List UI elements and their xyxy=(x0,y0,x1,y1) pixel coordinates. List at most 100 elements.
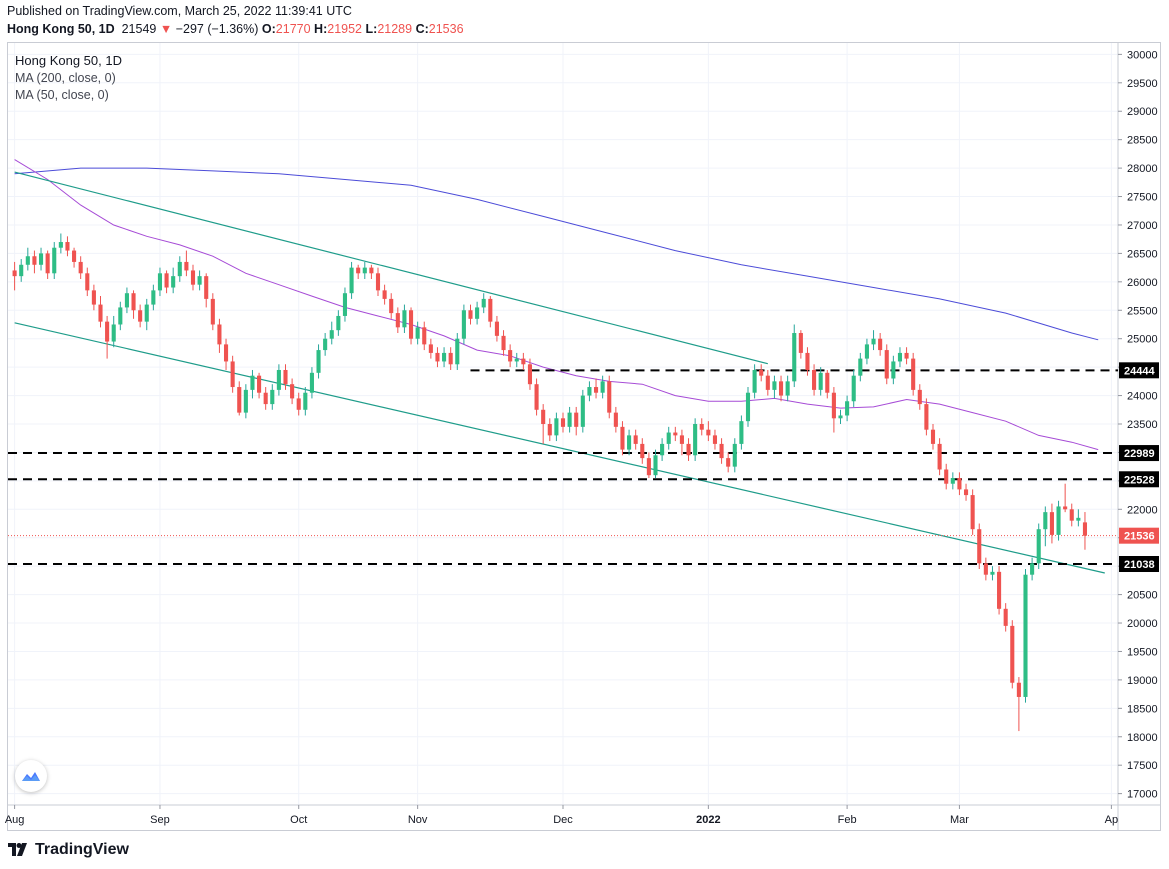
candle-body xyxy=(580,395,585,427)
candle xyxy=(151,284,156,311)
candle xyxy=(977,523,982,570)
candle-body xyxy=(58,242,63,248)
candle-body xyxy=(950,478,955,484)
legend-ma50: MA (50, close, 0) xyxy=(15,88,109,102)
change-down-icon: ▼ xyxy=(159,22,173,36)
candle-body xyxy=(970,495,975,530)
candle-body xyxy=(640,443,645,459)
candle-body xyxy=(151,290,156,305)
x-tick-label: Ap xyxy=(1105,814,1118,826)
x-tick-label: Oct xyxy=(290,814,307,826)
candle xyxy=(1036,523,1041,570)
candle-body xyxy=(547,424,552,436)
candle xyxy=(673,426,678,442)
published-line: Published on TradingView.com, March 25, … xyxy=(7,4,352,18)
candle xyxy=(514,352,519,368)
candle xyxy=(752,364,757,399)
candle-body xyxy=(904,352,909,359)
price-label: 24444 xyxy=(1119,362,1159,379)
candle xyxy=(607,375,612,419)
candle-body xyxy=(435,352,440,362)
candle xyxy=(904,347,909,365)
candle-body xyxy=(316,350,321,373)
candle xyxy=(739,415,744,450)
candle-body xyxy=(369,267,374,274)
candle xyxy=(111,315,116,348)
candle xyxy=(290,378,295,405)
candle xyxy=(144,298,149,331)
candle-body xyxy=(924,404,929,430)
candle xyxy=(805,347,810,376)
candle-body xyxy=(375,273,381,291)
candle xyxy=(930,424,936,450)
candle xyxy=(72,247,77,268)
candle-body xyxy=(607,381,612,413)
candle xyxy=(851,369,856,407)
candle-body xyxy=(356,267,361,274)
candle-body xyxy=(534,384,539,410)
candle xyxy=(983,557,988,581)
candle xyxy=(679,429,684,456)
candle-body xyxy=(765,375,770,390)
y-tick-label: 23500 xyxy=(1127,419,1158,431)
y-tick-label: 28000 xyxy=(1127,163,1158,175)
candle-body xyxy=(792,333,797,382)
candle-body xyxy=(72,250,77,262)
candle-body xyxy=(838,415,843,419)
candle xyxy=(554,412,559,442)
candle xyxy=(157,267,163,297)
candle xyxy=(567,406,572,433)
candle xyxy=(336,310,341,336)
tradingview-badge-icon[interactable] xyxy=(15,760,47,792)
close-value: 21536 xyxy=(428,22,464,36)
candle xyxy=(508,344,513,368)
candle xyxy=(593,378,599,399)
candle xyxy=(296,392,301,416)
candle xyxy=(970,489,975,535)
candle-body xyxy=(1049,512,1054,535)
candle xyxy=(105,315,110,359)
candle-body xyxy=(171,276,176,288)
candle xyxy=(719,438,724,464)
candle-body xyxy=(448,352,453,365)
candle xyxy=(78,256,83,279)
candle xyxy=(177,256,182,282)
y-tick-label: 26000 xyxy=(1127,277,1158,289)
candle xyxy=(1049,503,1054,544)
candle xyxy=(666,426,671,450)
candle-body xyxy=(217,324,222,345)
candle xyxy=(85,267,90,297)
candle-body xyxy=(296,398,301,410)
candle xyxy=(1030,557,1035,581)
candle-body xyxy=(891,361,896,379)
candle xyxy=(812,364,817,396)
candle-body xyxy=(653,455,658,476)
candle xyxy=(686,438,691,461)
candle-body xyxy=(686,443,691,456)
candle xyxy=(963,483,969,501)
candle xyxy=(646,452,651,479)
candle xyxy=(640,438,645,464)
candle xyxy=(501,330,506,356)
candle xyxy=(778,375,784,402)
candle-body xyxy=(567,412,572,427)
candle-body xyxy=(230,361,235,388)
symbol-label: Hong Kong 50, 1D xyxy=(7,22,115,36)
candle-body xyxy=(65,242,70,251)
candle xyxy=(276,364,281,396)
candle-body xyxy=(818,372,823,390)
candle-body xyxy=(197,276,202,285)
price-label: 22528 xyxy=(1119,471,1159,488)
candle-body xyxy=(574,412,579,427)
candle xyxy=(726,452,731,473)
y-tick-label: 22000 xyxy=(1127,504,1158,516)
candle xyxy=(362,261,367,279)
candle xyxy=(250,369,255,399)
high-value: 21952 xyxy=(327,22,363,36)
legend-ma200: MA (200, close, 0) xyxy=(15,71,116,85)
candle xyxy=(957,472,962,496)
candle xyxy=(627,429,632,456)
candle-body xyxy=(719,443,724,459)
candle xyxy=(237,381,242,416)
